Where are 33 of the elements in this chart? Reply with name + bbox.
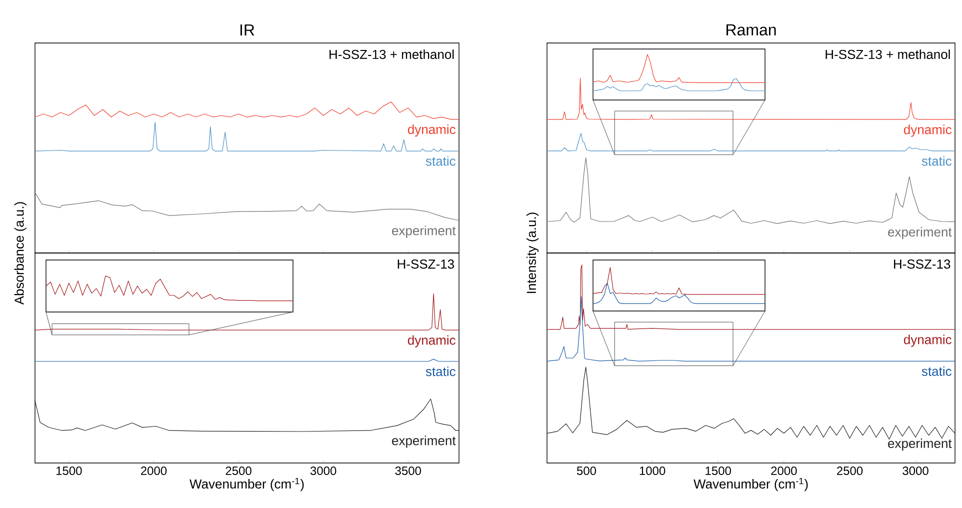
annotation: H-SSZ-13: [894, 259, 950, 269]
series-label: static: [922, 156, 952, 166]
series-label: experiment: [888, 438, 952, 451]
series-label: static: [426, 366, 456, 376]
y-axis-title: Intensity (a.u.): [526, 212, 539, 293]
series-label: dynamic: [408, 124, 456, 137]
series-label: dynamic: [408, 335, 456, 348]
series-label: dynamic: [904, 124, 952, 137]
series-label: static: [426, 156, 456, 166]
x-tick-label: 3500: [395, 466, 421, 476]
series-label: experiment: [392, 436, 456, 448]
text: H-SSZ-13: [398, 259, 454, 269]
chart-title: Raman: [726, 24, 776, 36]
x-tick-label: 2000: [771, 466, 797, 476]
x-tick-label: 1500: [56, 466, 82, 476]
x-tick-label: 1500: [706, 466, 731, 476]
y-axis-title: Absorbance (a.u.): [14, 202, 26, 305]
series-label: experiment: [392, 226, 456, 238]
x-tick-label: 2500: [226, 466, 252, 476]
text: H-SSZ-13 + methanol: [330, 49, 454, 60]
chart-title: IR: [240, 24, 254, 36]
series-label: experiment: [888, 227, 952, 240]
x-tick-label: 1000: [640, 466, 666, 476]
x-tick-label: 500: [576, 466, 596, 476]
x-tick-label: 3000: [310, 466, 336, 476]
x-axis-title: Wavenumber (cm$^{-1}$): [694, 478, 808, 492]
series-label: dynamic: [904, 334, 952, 347]
series-label: static: [922, 366, 952, 376]
text: H-SSZ-13 + methanol: [826, 49, 950, 60]
x-tick-label: 2000: [140, 466, 167, 476]
x-axis-title: Wavenumber (cm$^{-1}$): [190, 478, 304, 492]
x-tick-label: 3000: [902, 466, 928, 476]
x-tick-label: 2500: [836, 466, 863, 476]
